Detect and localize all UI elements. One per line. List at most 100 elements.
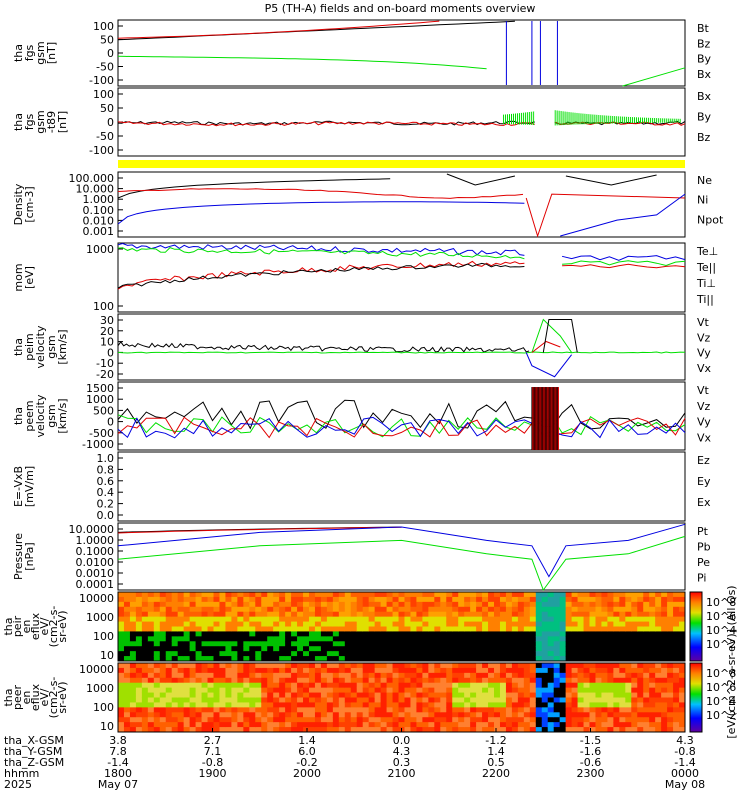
spec-cell bbox=[159, 667, 167, 674]
spec-cell bbox=[488, 682, 495, 689]
spec-cell bbox=[517, 606, 525, 613]
spec-cell bbox=[583, 672, 591, 679]
spec-cell bbox=[505, 636, 513, 642]
spec-cell bbox=[231, 611, 238, 618]
spec-cell bbox=[547, 672, 555, 679]
spec-cell bbox=[559, 592, 567, 598]
spec-cell bbox=[494, 663, 501, 669]
spec-cell bbox=[368, 702, 376, 708]
spec-cell bbox=[285, 601, 292, 608]
spec-cell bbox=[243, 687, 250, 694]
spec-cell bbox=[201, 641, 209, 647]
spec-cell bbox=[314, 697, 322, 703]
spec-cell bbox=[517, 702, 525, 708]
spec-cell bbox=[177, 692, 185, 698]
spec-cell bbox=[362, 697, 370, 703]
spec-cell bbox=[297, 616, 304, 623]
spec-cell bbox=[123, 677, 131, 684]
spec-cell bbox=[541, 631, 549, 637]
spec-cell bbox=[446, 707, 453, 713]
spec-cell bbox=[505, 631, 513, 637]
spec-cell bbox=[511, 606, 519, 613]
spec-cell bbox=[195, 707, 203, 713]
te-par-curve bbox=[117, 262, 525, 289]
spec-cell bbox=[129, 667, 137, 674]
spec-cell bbox=[338, 677, 346, 684]
spec-cell bbox=[129, 677, 137, 684]
spec-cell bbox=[613, 641, 620, 647]
spec-cell bbox=[177, 712, 185, 718]
spec-cell bbox=[535, 717, 543, 723]
spec-cell bbox=[308, 606, 316, 613]
spec-cell bbox=[643, 722, 650, 728]
spec-cell bbox=[667, 667, 674, 674]
spec-cell bbox=[607, 616, 614, 623]
spec-cell bbox=[213, 606, 220, 613]
spec-cell bbox=[446, 717, 453, 723]
spec-cell bbox=[655, 682, 662, 689]
spec-cell bbox=[123, 636, 131, 642]
spec-cell bbox=[559, 651, 567, 657]
spec-cell bbox=[464, 672, 471, 679]
vy-peak bbox=[531, 318, 573, 353]
spec-cell bbox=[535, 601, 543, 608]
spec-cell bbox=[619, 712, 626, 718]
spec-cell bbox=[398, 616, 405, 623]
spec-cell bbox=[422, 641, 429, 647]
spec-cell bbox=[380, 667, 388, 674]
coverage-bar bbox=[118, 160, 685, 168]
legend-Bx: Bx bbox=[697, 90, 712, 103]
spec-cell bbox=[237, 667, 244, 674]
spec-cell bbox=[314, 626, 322, 632]
spec-cell bbox=[118, 722, 125, 728]
spec-cell bbox=[452, 656, 459, 662]
ytick-label: 10 bbox=[100, 336, 114, 349]
spec-cell bbox=[589, 616, 596, 623]
spec-cell bbox=[488, 641, 495, 647]
spec-cell bbox=[392, 687, 400, 694]
spec-cell bbox=[303, 641, 310, 647]
spec-cell bbox=[458, 663, 465, 669]
spec-cell bbox=[243, 611, 250, 618]
spec-cell bbox=[386, 601, 394, 608]
ytick-label: 1000 bbox=[86, 243, 114, 256]
spec-cell bbox=[207, 702, 214, 708]
spec-cell bbox=[171, 717, 179, 723]
spec-cell bbox=[171, 682, 179, 689]
spec-cell bbox=[380, 712, 388, 718]
spec-cell bbox=[147, 697, 155, 703]
spec-cell bbox=[499, 631, 507, 637]
spec-cell bbox=[326, 636, 334, 642]
spec-cell bbox=[147, 611, 155, 618]
spec-cell bbox=[135, 702, 143, 708]
footer-value-x: 3.8 bbox=[109, 734, 127, 747]
spec-cell bbox=[571, 702, 579, 708]
spec-cell bbox=[213, 592, 220, 598]
spec-cell bbox=[673, 601, 680, 608]
spec-cell bbox=[159, 606, 167, 613]
spec-cell bbox=[243, 636, 250, 642]
spec-cell bbox=[458, 616, 465, 623]
spec-cell bbox=[219, 656, 226, 662]
spec-cell bbox=[147, 606, 155, 613]
spec-cell bbox=[320, 626, 328, 632]
spec-cell bbox=[529, 677, 537, 684]
spec-cell bbox=[529, 717, 537, 723]
spec-cell bbox=[434, 596, 441, 603]
spec-cell bbox=[273, 626, 280, 632]
spec-cell bbox=[583, 651, 591, 657]
spec-cell bbox=[541, 606, 549, 613]
ytick-label: 0.1000 bbox=[76, 545, 115, 558]
legend-Pt: Pt bbox=[697, 525, 709, 538]
footer-value-t: 2000 bbox=[293, 767, 321, 780]
spec-cell bbox=[643, 672, 650, 679]
spec-cell bbox=[129, 592, 137, 598]
spec-cell bbox=[350, 697, 358, 703]
spec-cell bbox=[607, 663, 614, 669]
spec-cell bbox=[153, 722, 161, 728]
spec-cell bbox=[392, 626, 400, 632]
spec-cell bbox=[118, 692, 125, 698]
spec-cell bbox=[631, 687, 638, 694]
